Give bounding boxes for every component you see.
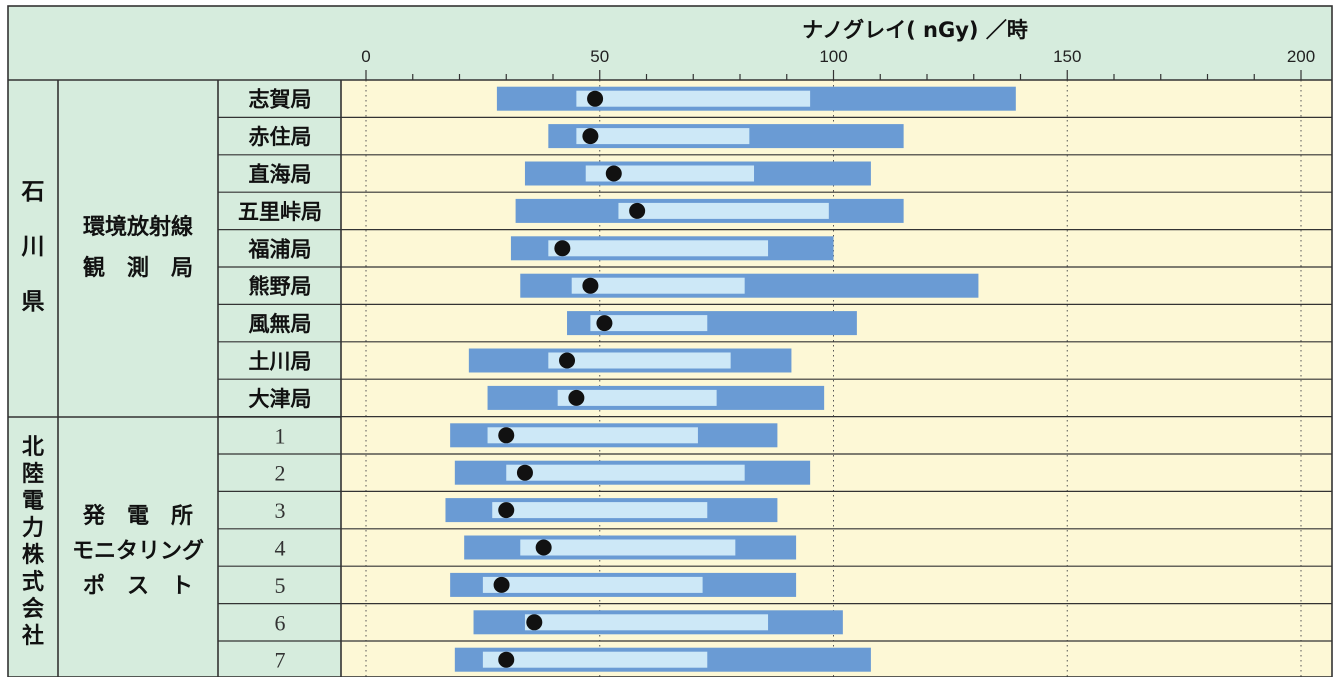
category-label: 五里峠局 (238, 200, 322, 224)
mean-point (516, 464, 533, 481)
category-label: 3 (275, 498, 286, 523)
mean-point (596, 315, 613, 332)
category-label: 志賀局 (249, 88, 312, 112)
mean-point (498, 502, 515, 519)
inner-range-bar (590, 315, 708, 332)
group-label-char: 陸 (22, 461, 44, 487)
header-background (341, 6, 1332, 80)
category-label: 1 (275, 423, 286, 448)
inner-range-bar (557, 389, 717, 406)
inner-range-bar (548, 352, 731, 369)
category-label: 熊野局 (249, 275, 312, 299)
mean-point (605, 165, 622, 182)
inner-range-bar (548, 240, 769, 257)
x-axis-ticks: 0 50 100 150 200 (361, 47, 1315, 80)
mean-point (498, 427, 515, 444)
group-label-char: 電 (22, 489, 44, 514)
category-label: 直海局 (249, 163, 312, 187)
category-label: 大津局 (249, 387, 312, 411)
group-label-char: 会 (22, 596, 44, 622)
unit-title: ナノグレイ( nGy) ／時 (802, 18, 1028, 42)
category-label: 福浦局 (248, 237, 312, 261)
group-sublabel: 観 測 局 (83, 255, 193, 281)
inner-range-bar (520, 539, 736, 556)
category-label: 6 (275, 610, 286, 635)
group-sublabel: モニタリング (72, 538, 204, 564)
x-tick-label: 100 (819, 47, 847, 66)
x-tick-label: 150 (1053, 47, 1081, 66)
category-label: 土川局 (249, 350, 312, 374)
inner-range-bar (487, 427, 698, 444)
row-dividers (218, 116, 1332, 642)
group-label-char: 石 (21, 179, 45, 205)
inner-range-bar (482, 651, 708, 668)
group-label-char: 株 (22, 543, 45, 568)
category-label: 7 (275, 648, 286, 673)
inner-range-bar (618, 202, 829, 219)
mean-point (526, 614, 543, 631)
inner-range-bar (576, 128, 750, 145)
mean-point (629, 202, 646, 219)
group-label-char: 力 (22, 516, 44, 541)
group-label-char: 川 (22, 234, 45, 260)
category-label: 赤住局 (249, 125, 312, 149)
category-label: 4 (275, 536, 286, 561)
inner-range-bar (506, 464, 745, 481)
mean-point (568, 389, 585, 406)
group-label-char: 社 (22, 623, 44, 649)
mean-point (582, 277, 599, 294)
table-frame (7, 5, 1333, 677)
group-hokuriku: 北 陸 電 力 株 式 会 社 発 電 所 モニタリング ポ ス ト (22, 435, 204, 649)
inner-range-bar (576, 90, 811, 107)
mean-point (582, 128, 599, 145)
inner-range-bar (585, 165, 755, 182)
inner-range-bar (482, 576, 703, 593)
group-sublabel: 発 電 所 (82, 504, 193, 529)
group-label-char: 県 (22, 289, 45, 315)
category-label: 5 (275, 573, 286, 598)
x-tick-label: 50 (590, 47, 609, 66)
mean-point (559, 352, 576, 369)
group-label-char: 式 (22, 570, 44, 595)
group-sublabel: 環境放射線 (83, 214, 193, 240)
mean-point (554, 240, 571, 257)
x-tick-label: 0 (361, 47, 370, 66)
group-label-char: 北 (22, 435, 44, 460)
group-sublabel: ポ ス ト (83, 573, 193, 599)
mean-point (493, 576, 510, 593)
category-label: 風無局 (249, 312, 312, 336)
inner-range-bar (524, 614, 769, 631)
category-label: 2 (275, 461, 286, 486)
mean-point (498, 651, 515, 668)
group-ishikawa: 石 川 県 環境放射線 観 測 局 (21, 179, 194, 315)
mean-point (587, 90, 604, 107)
x-tick-label: 200 (1287, 47, 1315, 66)
inner-range-bar (571, 277, 745, 294)
range-bars (445, 86, 1016, 672)
inner-range-bar (492, 502, 708, 519)
mean-point (535, 539, 552, 556)
